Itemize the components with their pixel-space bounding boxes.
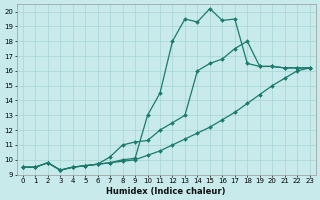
- X-axis label: Humidex (Indice chaleur): Humidex (Indice chaleur): [107, 187, 226, 196]
